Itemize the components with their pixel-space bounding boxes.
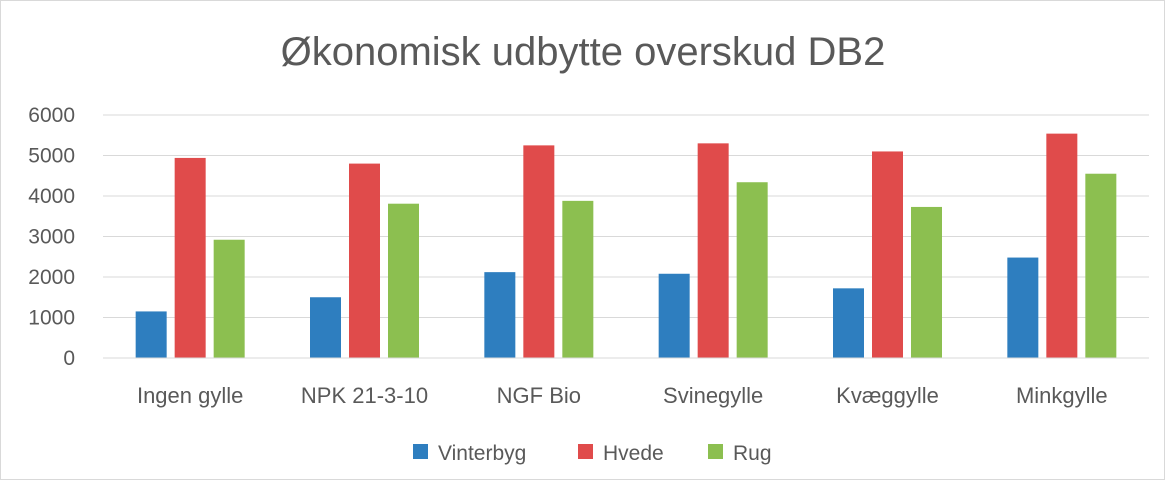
x-tick-label: Svinegylle (663, 383, 763, 408)
bars (135, 133, 1117, 358)
legend-item-hvede: Hvede (578, 442, 664, 465)
bar-vinterbyg-5 (833, 288, 864, 358)
bar-rug-2 (388, 203, 419, 358)
bar-hvede-6 (1046, 133, 1078, 358)
bar-hvede-2 (349, 163, 380, 358)
y-tick-label: 6000 (28, 104, 75, 127)
bar-hvede-3 (523, 145, 555, 358)
x-tick-label: Minkgylle (1016, 383, 1108, 408)
bar-rug-1 (213, 239, 245, 358)
legend-swatch (578, 444, 593, 459)
bar-vinterbyg-4 (658, 273, 690, 358)
bar-hvede-4 (697, 143, 729, 358)
bar-rug-6 (1085, 173, 1117, 358)
chart-title: Økonomisk udbytte overskud DB2 (281, 30, 886, 74)
legend-item-rug: Rug (708, 442, 772, 465)
bar-hvede-5 (872, 151, 903, 358)
x-tick-label: Ingen gylle (137, 383, 243, 408)
y-axis-ticks: 0 1000 2000 3000 4000 5000 6000 (28, 104, 75, 370)
bar-hvede-1 (174, 157, 206, 358)
bar-vinterbyg-3 (484, 272, 516, 358)
legend-swatch (413, 444, 428, 459)
bar-vinterbyg-2 (310, 297, 341, 358)
y-tick-label: 3000 (28, 226, 75, 249)
bar-rug-5 (911, 206, 942, 358)
bar-rug-4 (736, 182, 768, 358)
bar-vinterbyg-1 (135, 311, 167, 358)
y-tick-label: 4000 (28, 185, 75, 208)
x-axis-labels: Ingen gylle NPK 21-3-10 NGF Bio Svinegylle K… (137, 383, 1108, 408)
legend-label: Hvede (603, 442, 664, 465)
legend-swatch (708, 444, 723, 459)
y-tick-label: 2000 (28, 266, 75, 289)
legend: Vinterbyg Hvede Rug (413, 442, 772, 465)
bar-vinterbyg-6 (1007, 257, 1039, 358)
legend-label: Vinterbyg (438, 442, 526, 465)
legend-item-vinterbyg: Vinterbyg (413, 442, 526, 465)
x-tick-label: NGF Bio (497, 383, 581, 408)
y-tick-label: 1000 (28, 307, 75, 330)
gridlines (103, 114, 1149, 318)
x-tick-label: Kvæggylle (836, 383, 939, 408)
x-tick-label: NPK 21-3-10 (301, 383, 428, 408)
y-tick-label: 5000 (28, 145, 75, 168)
bar-rug-3 (562, 200, 594, 358)
y-tick-label: 0 (63, 347, 75, 370)
legend-label: Rug (733, 442, 772, 465)
